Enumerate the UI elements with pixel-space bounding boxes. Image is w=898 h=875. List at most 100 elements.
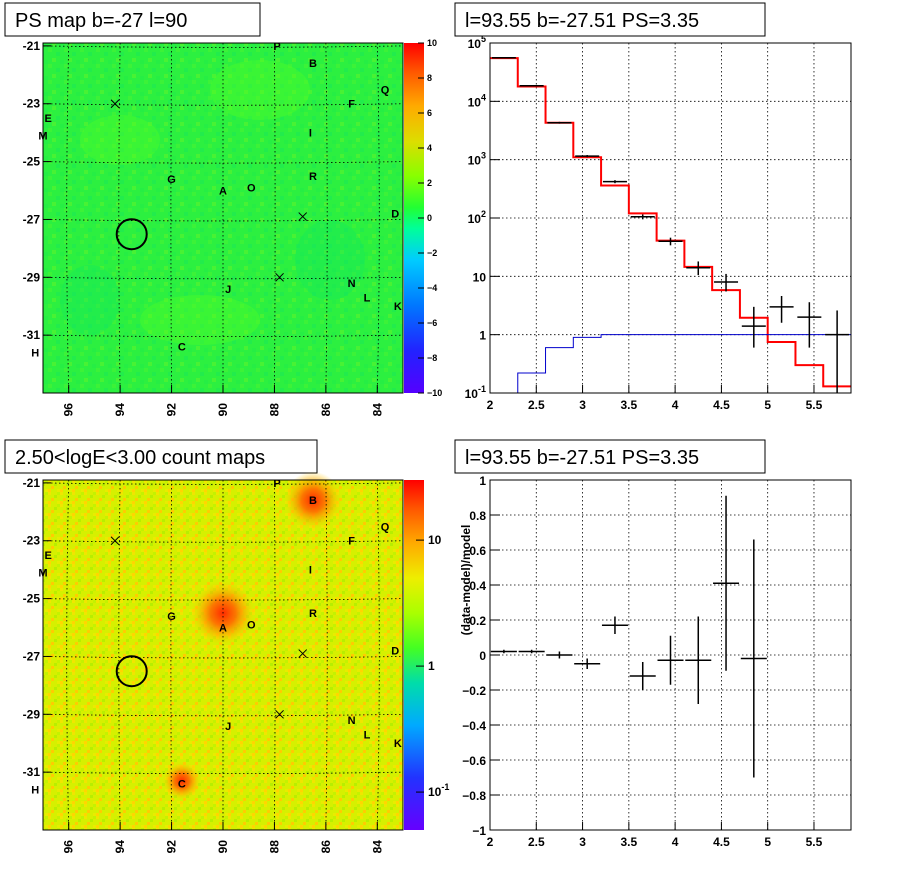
colorbar-label-4: 2: [427, 178, 432, 188]
spectrum-x-label-5: 5: [764, 398, 771, 412]
source-label-J: J: [225, 721, 231, 733]
residual-x-label-5: 5: [764, 835, 771, 849]
count-map-image: [43, 480, 403, 830]
colorbar-label-10: 10: [428, 533, 442, 547]
spectrum-panel: l=93.55 b=-27.51 PS=3.35 2 2.5 3 3.5 4 4.5 5 5.…: [454, 2, 852, 412]
colorbar-label-9: −8: [427, 353, 437, 363]
spectrum-y-label-10^2: 102: [468, 209, 486, 226]
x-tick-label-88: 88: [267, 840, 281, 854]
parallel--23: [42, 103, 404, 106]
source-label-C: C: [178, 342, 186, 354]
spectrum-x-label-3: 3: [579, 398, 586, 412]
residual-y-label-−0.4: −0.4: [462, 719, 486, 733]
spectrum-y-label-10^4: 104: [468, 92, 486, 109]
y-tick-label--25: -25: [23, 592, 41, 606]
ps-map-image: [43, 43, 403, 393]
x-tick-label-94: 94: [113, 403, 127, 417]
parallel--31: [42, 334, 404, 338]
y-tick-label--23: -23: [23, 97, 41, 111]
source-label-F: F: [348, 536, 355, 548]
source-label-P: P: [273, 478, 280, 490]
y-tick-label--21: -21: [23, 39, 41, 53]
source-label-R: R: [309, 608, 317, 620]
parallel--27: [42, 219, 404, 222]
source-label-E: E: [44, 550, 51, 562]
residual-title: l=93.55 b=-27.51 PS=3.35: [465, 447, 699, 469]
residual-y-label-0.4: 0.4: [469, 579, 486, 593]
source-label-L: L: [364, 293, 371, 305]
residual-plot: 2 2.5 3 3.5 4 4.5 5 5.5 1 0.8 0.6 0.4 0.2 0 −0.2 −0.4 −0…: [459, 474, 852, 849]
source-label-H: H: [31, 348, 39, 360]
spectrum-x-label-2.5: 2.5: [528, 398, 545, 412]
colorbar-label-1: 1: [428, 659, 435, 673]
bright-spot-C: [163, 762, 201, 800]
colorbar-label-2: 6: [427, 108, 432, 118]
residual-x-label-3: 3: [579, 835, 586, 849]
spectrum-x-label-4: 4: [672, 398, 679, 412]
residual-y-label-−1: −1: [472, 824, 486, 838]
ps-map-title-box: [4, 2, 261, 37]
residual-y-label-0.8: 0.8: [469, 509, 486, 523]
colorbar-label-3: 4: [427, 143, 432, 153]
source-label-G: G: [167, 611, 176, 623]
source-label-H: H: [31, 785, 39, 797]
y-tick-label--27: -27: [23, 649, 41, 663]
count-map-title: 2.50<logE<3.00 count maps: [15, 447, 265, 469]
source-label-O: O: [247, 620, 256, 632]
y-tick-label--23: -23: [23, 534, 41, 548]
source-label-F: F: [348, 99, 355, 111]
x-tick-label-84: 84: [370, 840, 384, 854]
colorbar-label-8: −6: [427, 318, 437, 328]
spectrum-y-label-10^-1: 10-1: [465, 384, 486, 401]
y-tick-label--31: -31: [23, 328, 41, 342]
x-tick-label-90: 90: [216, 403, 230, 417]
target-circle: [115, 218, 148, 251]
residual-frame: [489, 479, 852, 831]
colorbar-label-0: 10: [427, 38, 437, 48]
spectrum-y-label-10^3: 103: [468, 151, 486, 168]
ps-map-title: PS map b=-27 l=90: [15, 10, 187, 32]
spectrum-y-label-10^5: 105: [468, 34, 486, 51]
y-tick-label--29: -29: [23, 270, 41, 284]
bright-spot-B: [284, 471, 342, 529]
source-label-B: B: [309, 495, 317, 507]
parallel--21: [42, 45, 404, 48]
source-label-O: O: [247, 183, 256, 195]
residual-y-label-0.6: 0.6: [469, 544, 486, 558]
target-circle: [115, 655, 148, 688]
x-tick-label-90: 90: [216, 840, 230, 854]
spectrum-title: l=93.55 b=-27.51 PS=3.35: [465, 10, 699, 32]
cross-marker-1: [298, 649, 308, 658]
x-tick-label-96: 96: [62, 840, 76, 854]
source-label-Q: Q: [381, 84, 390, 96]
ps-map-coordinate-grid: [42, 42, 404, 394]
source-label-G: G: [167, 174, 176, 186]
x-tick-label-96: 96: [62, 403, 76, 417]
y-tick-label--25: -25: [23, 155, 41, 169]
ps-map-axes: 96 94 92 90 88 86 84-21-23-25-27-29-311086420−…: [23, 38, 443, 416]
residual-x-label-4.5: 4.5: [713, 835, 730, 849]
source-label-E: E: [44, 113, 51, 125]
parallel--25: [42, 161, 404, 164]
x-tick-label-84: 84: [370, 403, 384, 417]
y-tick-label--29: -29: [23, 707, 41, 721]
source-label-C: C: [178, 779, 186, 791]
colorbar-label-1: 8: [427, 73, 432, 83]
spectrum-x-label-4.5: 4.5: [713, 398, 730, 412]
source-label-L: L: [364, 730, 371, 742]
source-label-A: A: [219, 623, 227, 635]
source-label-J: J: [225, 284, 231, 296]
parallel--25: [42, 598, 404, 601]
spectrum-title-box: [454, 2, 766, 37]
spectrum-x-label-2: 2: [487, 398, 494, 412]
source-label-I: I: [309, 128, 312, 140]
residual-x-label-3.5: 3.5: [621, 835, 638, 849]
residual-x-label-2: 2: [487, 835, 494, 849]
residual-y-label-0: 0: [479, 649, 486, 663]
cross-marker-2: [275, 272, 284, 282]
ps-map-colorbar: [404, 43, 424, 393]
source-label-I: I: [309, 565, 312, 577]
